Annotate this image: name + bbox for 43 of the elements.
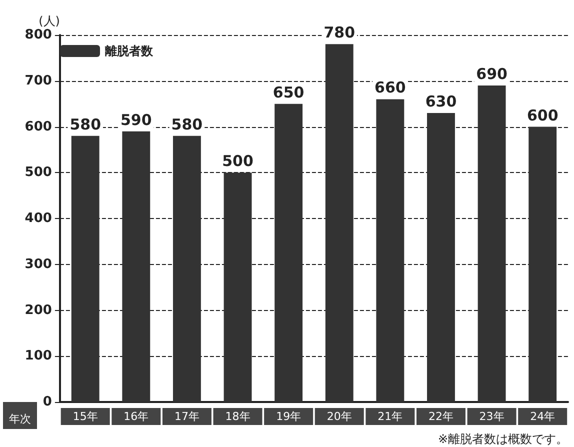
y-tick-label: 0: [42, 394, 52, 410]
y-tick-label: 800: [24, 28, 52, 42]
bar: [122, 131, 150, 402]
y-tick-label: 300: [24, 256, 52, 272]
bar: [478, 85, 506, 402]
x-tick-label: 20年: [326, 410, 352, 423]
y-tick-label: 500: [24, 165, 52, 180]
x-tick-label: 15年: [72, 410, 98, 423]
x-tick-label: 24年: [530, 410, 556, 423]
x-tick-label: 21年: [378, 410, 403, 423]
x-tick-label: 22年: [428, 410, 454, 423]
y-tick-label: 100: [24, 348, 52, 364]
bar: [325, 44, 354, 402]
text: ※離脱者数は概数です。: [438, 432, 568, 446]
y-tick-label: 200: [24, 302, 52, 318]
data-label: 500: [222, 152, 254, 170]
bar: [224, 172, 252, 402]
bar: [172, 136, 201, 402]
y-tick-label: 600: [24, 119, 52, 134]
x-tick-label: 18年: [225, 410, 250, 423]
data-label: 780: [324, 24, 356, 42]
data-label: 580: [70, 115, 102, 134]
data-label: 650: [272, 83, 304, 102]
data-label: 630: [425, 92, 457, 110]
data-label: 660: [374, 78, 406, 97]
data-label: 690: [476, 64, 508, 83]
data-label: 600: [526, 106, 558, 124]
y-tick-label: 400: [24, 211, 52, 226]
y-tick-label: 700: [24, 73, 52, 88]
x-tick-label: 16年: [124, 410, 149, 423]
x-axis-title: 年次: [9, 412, 31, 426]
bar: [427, 112, 455, 402]
bar: [71, 136, 100, 402]
x-tick-label: 19年: [276, 410, 302, 423]
data-label: 590: [120, 110, 152, 129]
bar: [274, 104, 303, 402]
x-tick-label: 23年: [479, 410, 504, 423]
y-axis-title: (人): [38, 14, 60, 28]
data-label: 580: [171, 115, 203, 134]
bar: [376, 99, 404, 402]
x-tick-label: 17年: [174, 410, 200, 423]
legend-label: 離脱者数: [104, 44, 154, 58]
bar: [528, 126, 557, 402]
